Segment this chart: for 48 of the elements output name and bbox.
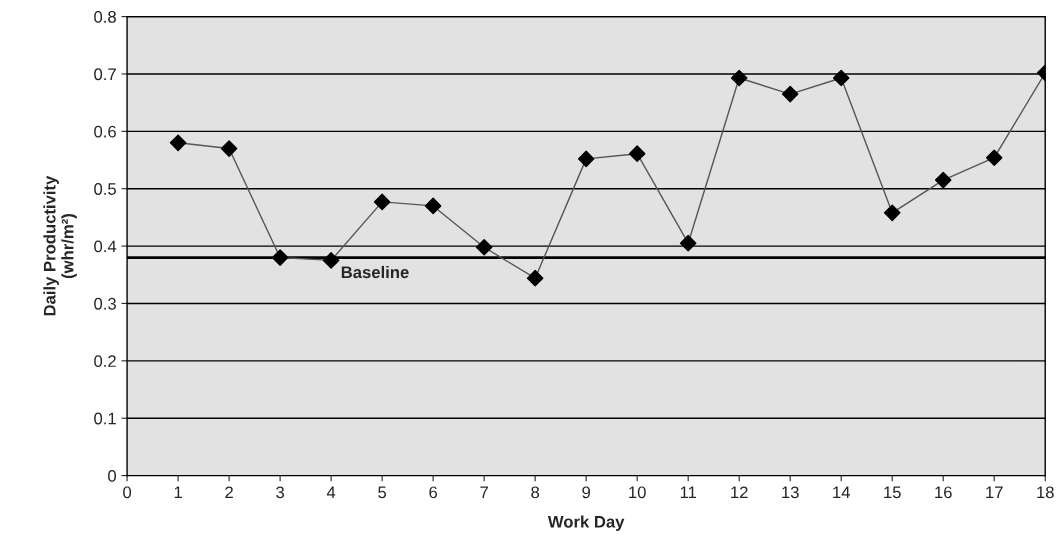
x-tick-label: 16 [935, 486, 952, 499]
point [730, 69, 748, 87]
x-tick-label: 9 [582, 486, 590, 499]
point [577, 150, 595, 168]
y-tick-label: 0.2 [94, 355, 116, 368]
x-tick-label: 10 [629, 486, 646, 499]
x-tick-label: 7 [480, 486, 488, 499]
x-tick-label: 18 [1037, 486, 1054, 499]
y-tick-label: 0 [108, 469, 117, 482]
point [373, 193, 391, 211]
point [781, 85, 799, 103]
y-tick-label: 0.7 [94, 68, 116, 81]
ref-line-label: Baseline [341, 265, 409, 279]
x-tick-label: 5 [378, 486, 387, 499]
x-tick-label: 11 [680, 486, 697, 499]
x-tick-label: 4 [326, 486, 336, 499]
x-tick-label: 17 [986, 486, 1003, 499]
y-tick-label: 0.4 [94, 240, 117, 253]
point [271, 249, 289, 266]
x-tick-label: 15 [884, 486, 901, 499]
point [985, 149, 1003, 167]
point [322, 252, 340, 269]
point [424, 197, 442, 215]
point [883, 204, 901, 222]
point [628, 145, 646, 163]
point [934, 171, 952, 189]
y-tick-label: 0.1 [94, 412, 116, 425]
point [220, 140, 238, 157]
y-tick-label: 0.5 [94, 183, 116, 195]
point [526, 269, 544, 287]
x-tick-label: 0 [123, 486, 132, 499]
x-tick-label: 14 [833, 486, 850, 499]
x-tick-label: 8 [531, 486, 540, 499]
point [475, 238, 493, 256]
x-tick-label: 1 [174, 486, 182, 499]
point [832, 69, 850, 87]
x-tick-label: 13 [782, 486, 799, 499]
x-tick-label: 6 [429, 486, 438, 499]
point [679, 234, 697, 252]
y-axis-title: Daily Productivity (whr/m²) [43, 175, 77, 316]
y-tick-label: 0.3 [94, 297, 116, 310]
y-tick-label: 0.6 [94, 125, 116, 138]
x-tick-label: 3 [276, 486, 285, 499]
y-tick-label: 0.8 [94, 10, 116, 23]
point [169, 134, 187, 152]
x-tick-label: 12 [731, 486, 748, 499]
x-axis-title: Work Day [547, 515, 625, 531]
x-tick-label: 2 [225, 486, 233, 499]
